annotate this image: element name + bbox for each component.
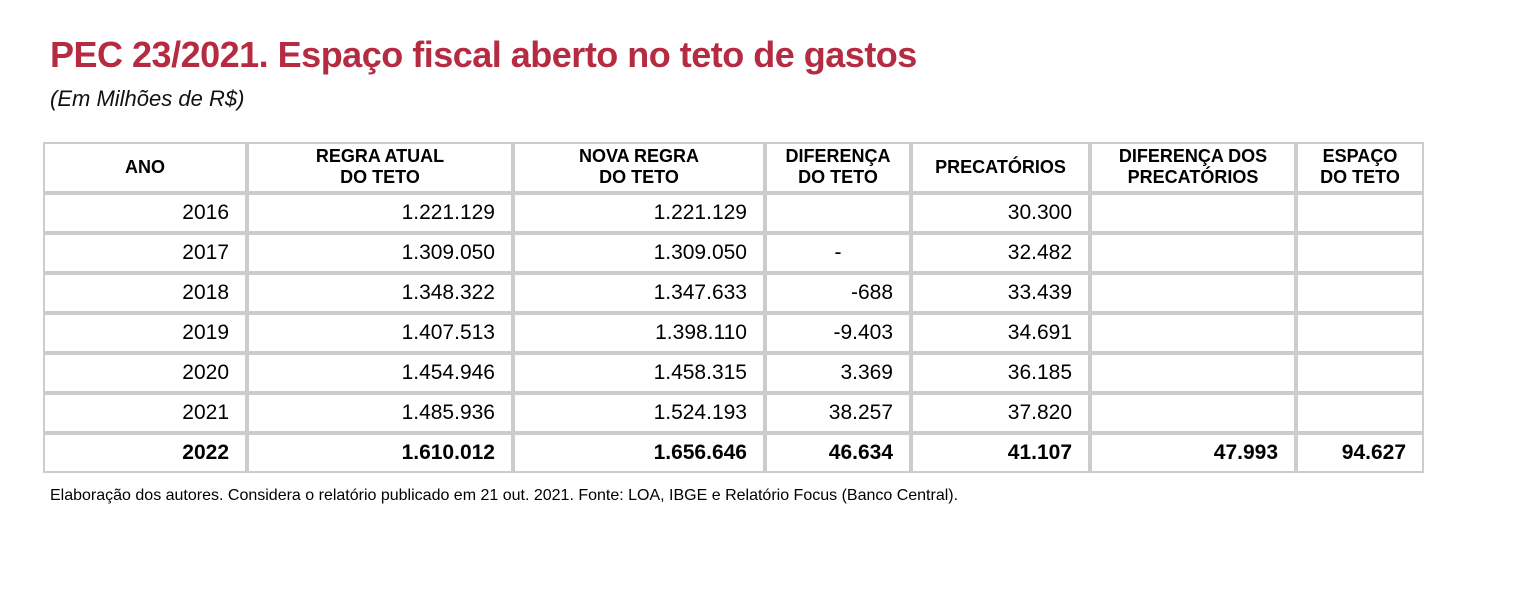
table-cell: 1.454.946 xyxy=(247,352,513,393)
table-cell xyxy=(1296,232,1424,273)
fiscal-table: ANO REGRA ATUAL DO TETO NOVA REGRA DO TE… xyxy=(43,141,1424,473)
column-header-ano: ANO xyxy=(43,141,247,193)
table-cell: 30.300 xyxy=(911,192,1090,233)
table-cell: 1.398.110 xyxy=(513,312,765,353)
table-cell: 1.309.050 xyxy=(247,232,513,273)
table-cell: 2017 xyxy=(43,232,247,273)
page-subtitle: (Em Milhões de R$) xyxy=(50,85,245,111)
table-cell: 1.610.012 xyxy=(247,432,513,473)
table-cell: 2018 xyxy=(43,272,247,313)
table-cell: 94.627 xyxy=(1296,432,1424,473)
table-cell xyxy=(1090,232,1296,273)
page-title: PEC 23/2021. Espaço fiscal aberto no tet… xyxy=(50,34,917,75)
table-row-2017: 2017 1.309.050 1.309.050 - 32.482 xyxy=(43,232,1424,273)
table-cell: 1.309.050 xyxy=(513,232,765,273)
table-cell: 47.993 xyxy=(1090,432,1296,473)
table-cell: 2022 xyxy=(43,432,247,473)
table-row-2019: 2019 1.407.513 1.398.110 -9.403 34.691 xyxy=(43,312,1424,353)
table-cell: 37.820 xyxy=(911,392,1090,433)
table-cell xyxy=(1296,272,1424,313)
table-cell xyxy=(1090,312,1296,353)
table-cell: -688 xyxy=(765,272,911,313)
table-row-2022-total: 2022 1.610.012 1.656.646 46.634 41.107 4… xyxy=(43,432,1424,473)
table-cell: 1.221.129 xyxy=(247,192,513,233)
column-header-regra-atual: REGRA ATUAL DO TETO xyxy=(247,141,513,193)
table-cell: 46.634 xyxy=(765,432,911,473)
table-cell: 1.524.193 xyxy=(513,392,765,433)
table-row-2016: 2016 1.221.129 1.221.129 30.300 xyxy=(43,192,1424,233)
table-cell: 1.656.646 xyxy=(513,432,765,473)
header-row: ANO REGRA ATUAL DO TETO NOVA REGRA DO TE… xyxy=(43,141,1424,193)
table-cell: 41.107 xyxy=(911,432,1090,473)
table-row-2020: 2020 1.454.946 1.458.315 3.369 36.185 xyxy=(43,352,1424,393)
table-cell: 1.347.633 xyxy=(513,272,765,313)
table-cell: 38.257 xyxy=(765,392,911,433)
table-cell: 1.221.129 xyxy=(513,192,765,233)
table-cell xyxy=(1090,392,1296,433)
table-cell: 1.458.315 xyxy=(513,352,765,393)
column-header-precatorios: PRECATÓRIOS xyxy=(911,141,1090,193)
table-cell: 1.485.936 xyxy=(247,392,513,433)
column-header-diferenca-precatorios: DIFERENÇA DOS PRECATÓRIOS xyxy=(1090,141,1296,193)
table-body: 2016 1.221.129 1.221.129 30.300 2017 1.3… xyxy=(43,192,1424,473)
table-cell: - xyxy=(765,232,911,273)
column-header-nova-regra: NOVA REGRA DO TETO xyxy=(513,141,765,193)
table-cell: 1.407.513 xyxy=(247,312,513,353)
table-cell: 2021 xyxy=(43,392,247,433)
table-cell xyxy=(1296,392,1424,433)
table-cell: 1.348.322 xyxy=(247,272,513,313)
column-header-espaco-teto: ESPAÇO DO TETO xyxy=(1296,141,1424,193)
table-cell: 2016 xyxy=(43,192,247,233)
table-cell xyxy=(1090,272,1296,313)
table-cell xyxy=(1296,312,1424,353)
table-cell: 33.439 xyxy=(911,272,1090,313)
table-cell xyxy=(1090,192,1296,233)
table-cell: 2019 xyxy=(43,312,247,353)
table-row-2018: 2018 1.348.322 1.347.633 -688 33.439 xyxy=(43,272,1424,313)
figure-page: PEC 23/2021. Espaço fiscal aberto no tet… xyxy=(0,36,1515,603)
table-cell: 3.369 xyxy=(765,352,911,393)
table-cell: 32.482 xyxy=(911,232,1090,273)
table-cell xyxy=(1296,192,1424,233)
table-header: ANO REGRA ATUAL DO TETO NOVA REGRA DO TE… xyxy=(43,141,1424,193)
table-cell: 34.691 xyxy=(911,312,1090,353)
table-cell: -9.403 xyxy=(765,312,911,353)
table-cell: 2020 xyxy=(43,352,247,393)
table-row-2021: 2021 1.485.936 1.524.193 38.257 37.820 xyxy=(43,392,1424,433)
table-cell xyxy=(1296,352,1424,393)
table-cell: 36.185 xyxy=(911,352,1090,393)
column-header-diferenca-teto: DIFERENÇA DO TETO xyxy=(765,141,911,193)
source-footnote: Elaboração dos autores. Considera o rela… xyxy=(50,486,959,504)
table-cell xyxy=(1090,352,1296,393)
table-cell xyxy=(765,192,911,233)
